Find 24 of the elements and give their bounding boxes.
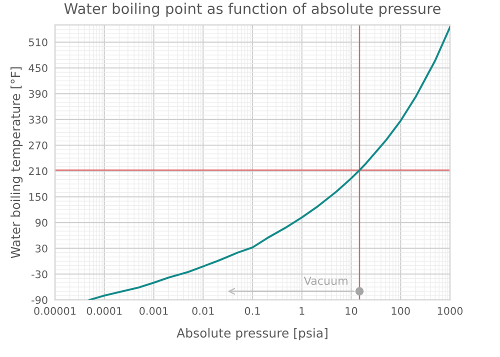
y-axis-title: Water boiling temperature [°F] — [10, 67, 23, 258]
y-tick-label: 90 — [35, 218, 48, 227]
x-tick-label: 0.00001 — [34, 307, 76, 315]
x-axis-title: Absolute pressure [psia] — [176, 328, 328, 340]
x-tick-label: 100 — [392, 307, 410, 315]
y-tick-label: 30 — [36, 244, 48, 252]
x-tick-label: 0.0001 — [86, 307, 122, 315]
x-tick-label: 1 — [300, 307, 304, 315]
x-tick-label: 1000 — [438, 307, 463, 315]
y-tick-label: 150 — [29, 193, 48, 201]
y-tick-label: 390 — [28, 90, 48, 98]
y-tick-label: 510 — [28, 38, 48, 46]
x-tick-label: 0.001 — [140, 307, 168, 315]
y-tick-label: -90 — [32, 296, 48, 304]
y-tick-label: 450 — [28, 64, 48, 72]
annotation: Vacuum — [304, 276, 348, 285]
x-tick-label: 10 — [346, 307, 358, 315]
y-tick-label: 330 — [28, 116, 48, 124]
y-tick-label: 210 — [28, 167, 48, 176]
x-tick-label: 0.1 — [244, 307, 260, 315]
chart-title: Water boiling point as function of absolute pressure — [64, 2, 440, 17]
y-tick-label: -30 — [32, 270, 48, 278]
x-tick-label: 0.01 — [192, 307, 214, 315]
y-tick-label: 270 — [28, 141, 48, 150]
